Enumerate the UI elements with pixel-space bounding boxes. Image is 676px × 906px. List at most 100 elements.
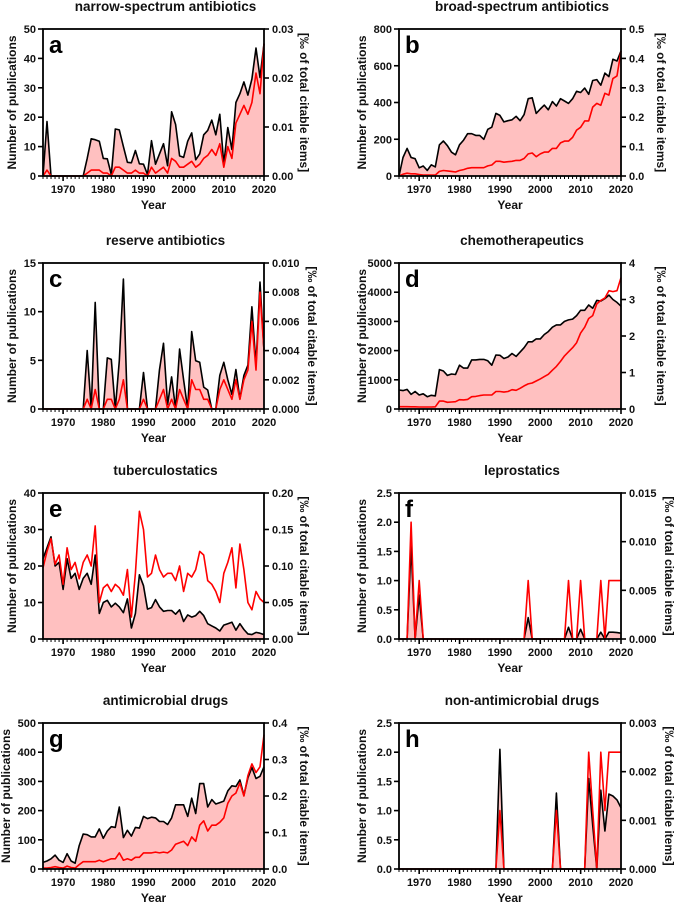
y-right-tick-label: 1 (629, 368, 635, 380)
y-left-tick-label: 30 (24, 525, 36, 537)
x-tick-label: 1990 (131, 647, 155, 659)
y-left-tick-label: 0 (30, 864, 36, 876)
y-right-tick-label: 0.010 (629, 537, 657, 549)
panel-c: 1970 1980 1990 2000 2010 2020 0 5 10 15 0.000 0.002… (5, 233, 319, 445)
y-left-tick-label: 5 (30, 355, 36, 367)
y-right-tick-label: 0.3 (272, 755, 287, 767)
x-tick-label: 2010 (212, 184, 236, 196)
count-line (42, 510, 265, 618)
panel-h: 1970 1980 1990 2000 2010 2020 0.0 0.5 1.0 1.5 2.0 2… (355, 693, 676, 905)
x-tick-label: 2010 (568, 417, 592, 429)
x-tick-label: 2000 (171, 877, 195, 889)
x-tick-label: 1970 (51, 877, 75, 889)
y-left-tick-label: 100 (18, 835, 36, 847)
count-line (43, 734, 265, 869)
y-right-tick-label: 0.0 (629, 171, 644, 183)
x-tick-label: 2010 (568, 877, 592, 889)
permille-line (399, 544, 622, 640)
permille-area (43, 43, 264, 177)
x-tick-label: 1990 (488, 877, 512, 889)
x-tick-label: 2010 (212, 877, 236, 889)
x-tick-label: 2020 (252, 417, 276, 429)
permille-area (43, 536, 264, 639)
x-tick-label: 1980 (447, 647, 471, 659)
panel-letter: c (49, 266, 62, 293)
panel-title: narrow-spectrum antibiotics (75, 0, 257, 14)
y-right-tick-label: 0.3 (629, 83, 644, 95)
panel-title: non-antimicrobial drugs (445, 693, 600, 708)
x-axis-label: Year (497, 661, 523, 675)
y-left-axis-label: Number of publications (355, 499, 369, 633)
y-left-axis-label: Number of publications (0, 729, 13, 863)
x-tick-label: 2010 (568, 647, 592, 659)
y-right-tick-label: 0.0 (272, 864, 287, 876)
permille-area (399, 295, 621, 409)
permille-area (399, 545, 621, 639)
y-right-tick-label: 0.015 (629, 488, 657, 500)
y-left-tick-label: 1.5 (377, 776, 392, 788)
permille-area (399, 749, 621, 869)
y-left-tick-label: 4000 (368, 287, 392, 299)
y-left-tick-label: 10 (24, 142, 36, 154)
y-left-tick-label: 0 (30, 634, 36, 646)
x-tick-label: 1990 (488, 647, 512, 659)
x-tick-label: 2010 (568, 184, 592, 196)
y-right-tick-label: 0.010 (272, 258, 300, 270)
y-left-tick-label: 0.0 (377, 634, 392, 646)
y-right-axis-label: [‰ of total citable items] (297, 726, 311, 865)
x-tick-label: 1990 (131, 417, 155, 429)
x-tick-label: 2000 (171, 184, 195, 196)
panel-letter: f (405, 496, 414, 523)
x-tick-label: 2000 (528, 417, 552, 429)
y-right-tick-label: 0.03 (272, 24, 293, 36)
y-right-tick-label: 0.1 (629, 142, 644, 154)
y-left-tick-label: 20 (24, 561, 36, 573)
y-left-tick-label: 40 (24, 53, 36, 65)
y-right-tick-label: 2 (629, 331, 635, 343)
y-right-axis-label: [‰ of total citable items] (297, 496, 311, 635)
plot-frame (42, 262, 265, 410)
y-right-tick-label: 4 (629, 258, 636, 270)
y-right-tick-label: 0.000 (272, 404, 300, 416)
y-right-tick-label: 0.4 (629, 53, 645, 65)
x-tick-label: 1970 (51, 417, 75, 429)
permille-line (42, 535, 265, 636)
y-left-tick-label: 0.0 (377, 864, 392, 876)
panel-f: 1970 1980 1990 2000 2010 2020 0.0 0.5 1.0 1.5 2.0 2… (355, 463, 676, 675)
y-right-tick-label: 0.002 (272, 375, 300, 387)
x-tick-label: 2000 (171, 417, 195, 429)
y-left-tick-label: 5000 (368, 258, 392, 270)
y-left-axis-label: Number of publications (5, 35, 19, 169)
y-right-tick-label: 0.20 (272, 488, 293, 500)
y-right-tick-label: 0.00 (272, 171, 293, 183)
x-tick-label: 1990 (488, 184, 512, 196)
y-left-axis-label: Number of publications (5, 269, 19, 403)
panel-title: chemotherapeutics (460, 233, 584, 248)
x-tick-label: 1970 (407, 877, 431, 889)
y-right-tick-label: 0.002 (629, 767, 657, 779)
x-tick-label: 1970 (407, 417, 431, 429)
x-tick-label: 1980 (91, 877, 115, 889)
x-tick-label: 2000 (528, 877, 552, 889)
y-left-tick-label: 3000 (368, 316, 392, 328)
x-axis-label: Year (141, 198, 167, 212)
y-right-tick-label: 0.15 (272, 525, 293, 537)
y-left-tick-label: 0 (386, 171, 392, 183)
panel-title: leprostatics (484, 463, 560, 478)
y-left-tick-label: 1000 (368, 375, 392, 387)
x-axis-label: Year (497, 891, 523, 905)
panel-letter: b (405, 32, 420, 59)
y-right-tick-label: 0.05 (272, 598, 293, 610)
y-left-axis-label: Number of publications (355, 729, 369, 863)
y-left-tick-label: 300 (18, 776, 36, 788)
plot-frame (398, 492, 622, 640)
y-left-tick-label: 0.5 (377, 605, 392, 617)
y-left-tick-label: 1.5 (377, 546, 392, 558)
plot-frame (42, 28, 265, 177)
count-line (399, 277, 622, 408)
x-tick-label: 1970 (407, 184, 431, 196)
y-left-tick-label: 400 (18, 747, 36, 759)
y-left-tick-label: 2000 (368, 346, 392, 358)
y-left-tick-label: 400 (374, 98, 392, 110)
